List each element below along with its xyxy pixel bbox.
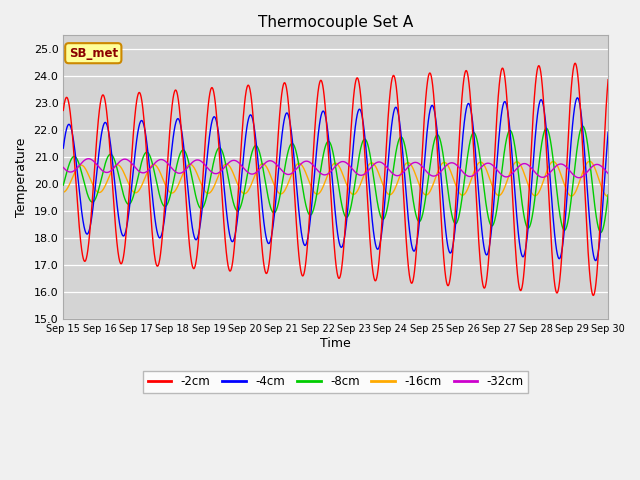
Legend: -2cm, -4cm, -8cm, -16cm, -32cm: -2cm, -4cm, -8cm, -16cm, -32cm bbox=[143, 371, 529, 393]
X-axis label: Time: Time bbox=[321, 337, 351, 350]
Title: Thermocouple Set A: Thermocouple Set A bbox=[258, 15, 413, 30]
Text: SB_met: SB_met bbox=[68, 47, 118, 60]
Y-axis label: Temperature: Temperature bbox=[15, 138, 28, 217]
